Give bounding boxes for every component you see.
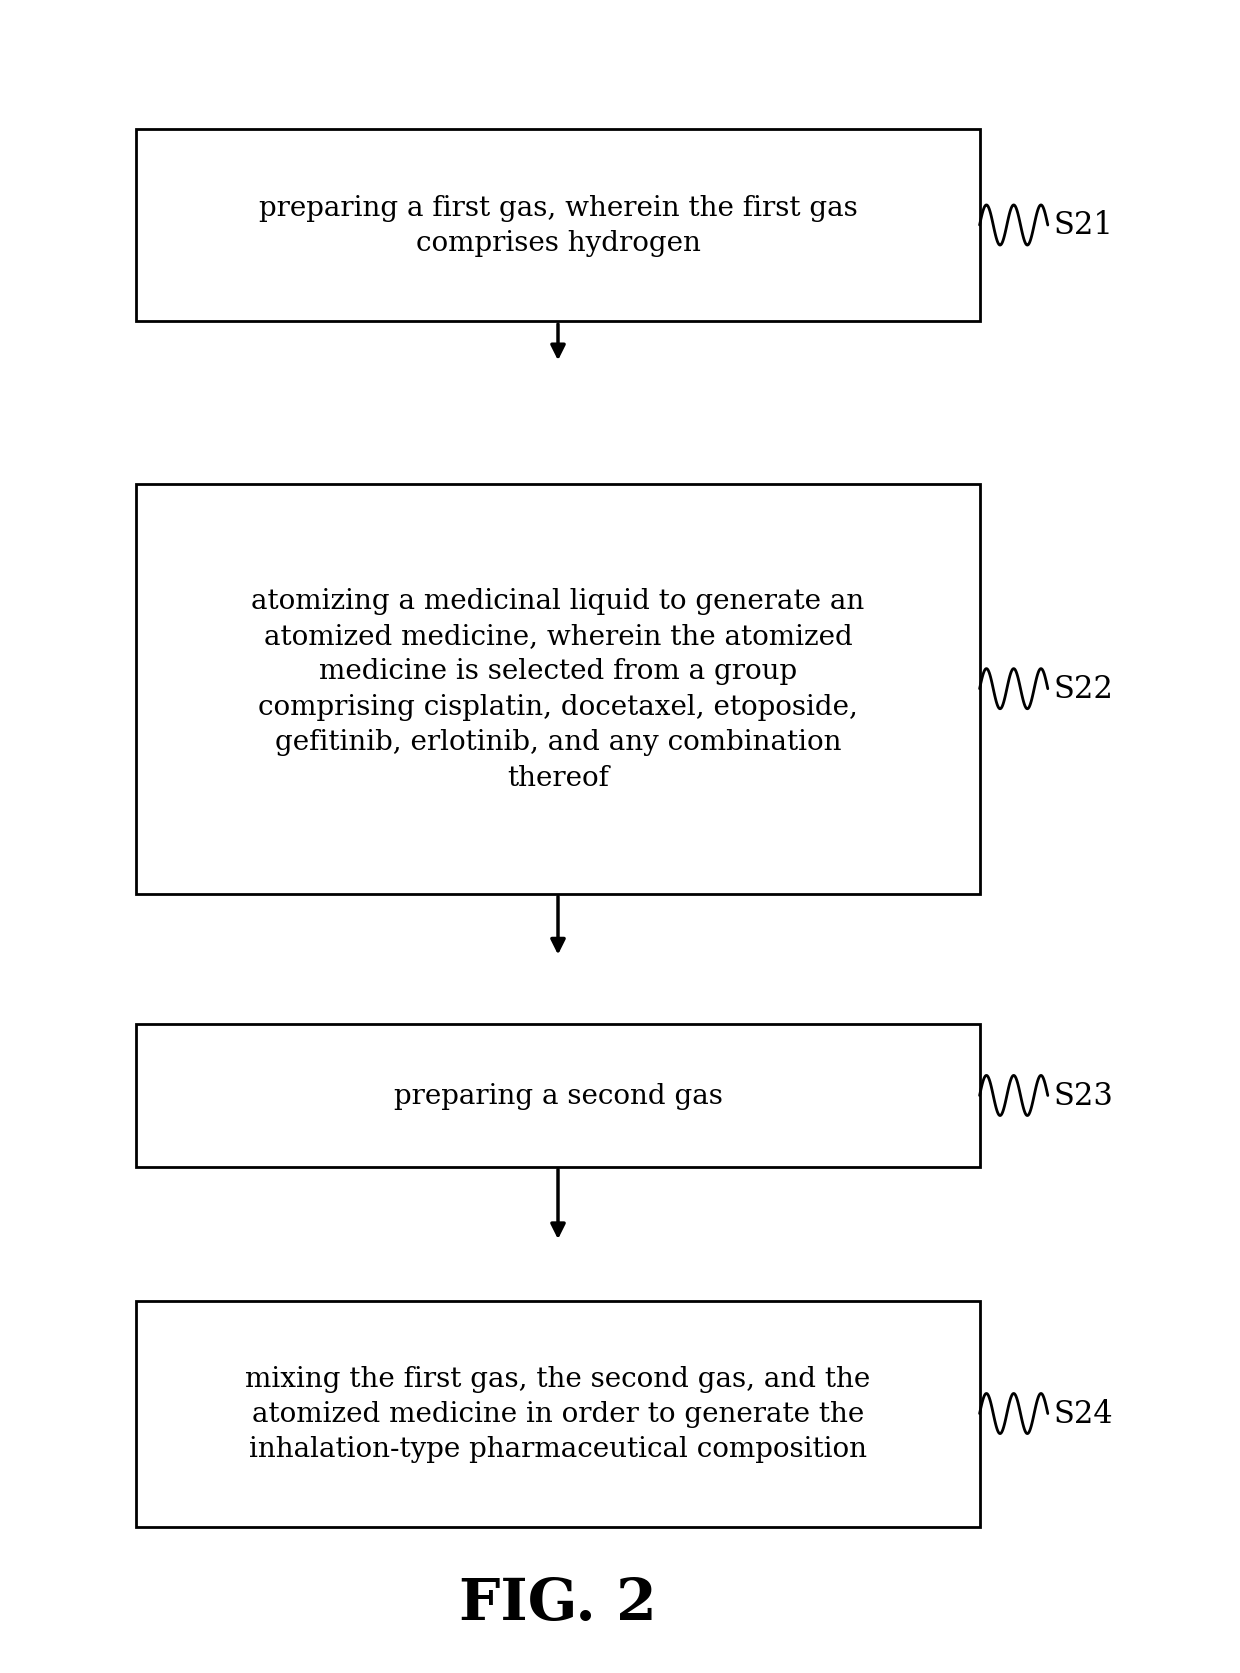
Text: preparing a second gas: preparing a second gas xyxy=(393,1082,723,1109)
Text: S22: S22 xyxy=(1054,674,1114,704)
Bar xyxy=(136,1024,980,1168)
Bar xyxy=(136,1302,980,1526)
Text: S23: S23 xyxy=(1054,1081,1114,1111)
Bar xyxy=(136,130,980,321)
Text: FIG. 2: FIG. 2 xyxy=(459,1574,657,1631)
Text: mixing the first gas, the second gas, and the
atomized medicine in order to gene: mixing the first gas, the second gas, an… xyxy=(246,1365,870,1462)
Text: preparing a first gas, wherein the first gas
comprises hydrogen: preparing a first gas, wherein the first… xyxy=(259,194,857,258)
Text: S21: S21 xyxy=(1054,211,1114,241)
Bar xyxy=(136,485,980,893)
Text: atomizing a medicinal liquid to generate an
atomized medicine, wherein the atomi: atomizing a medicinal liquid to generate… xyxy=(252,587,864,791)
Text: S24: S24 xyxy=(1054,1399,1114,1429)
